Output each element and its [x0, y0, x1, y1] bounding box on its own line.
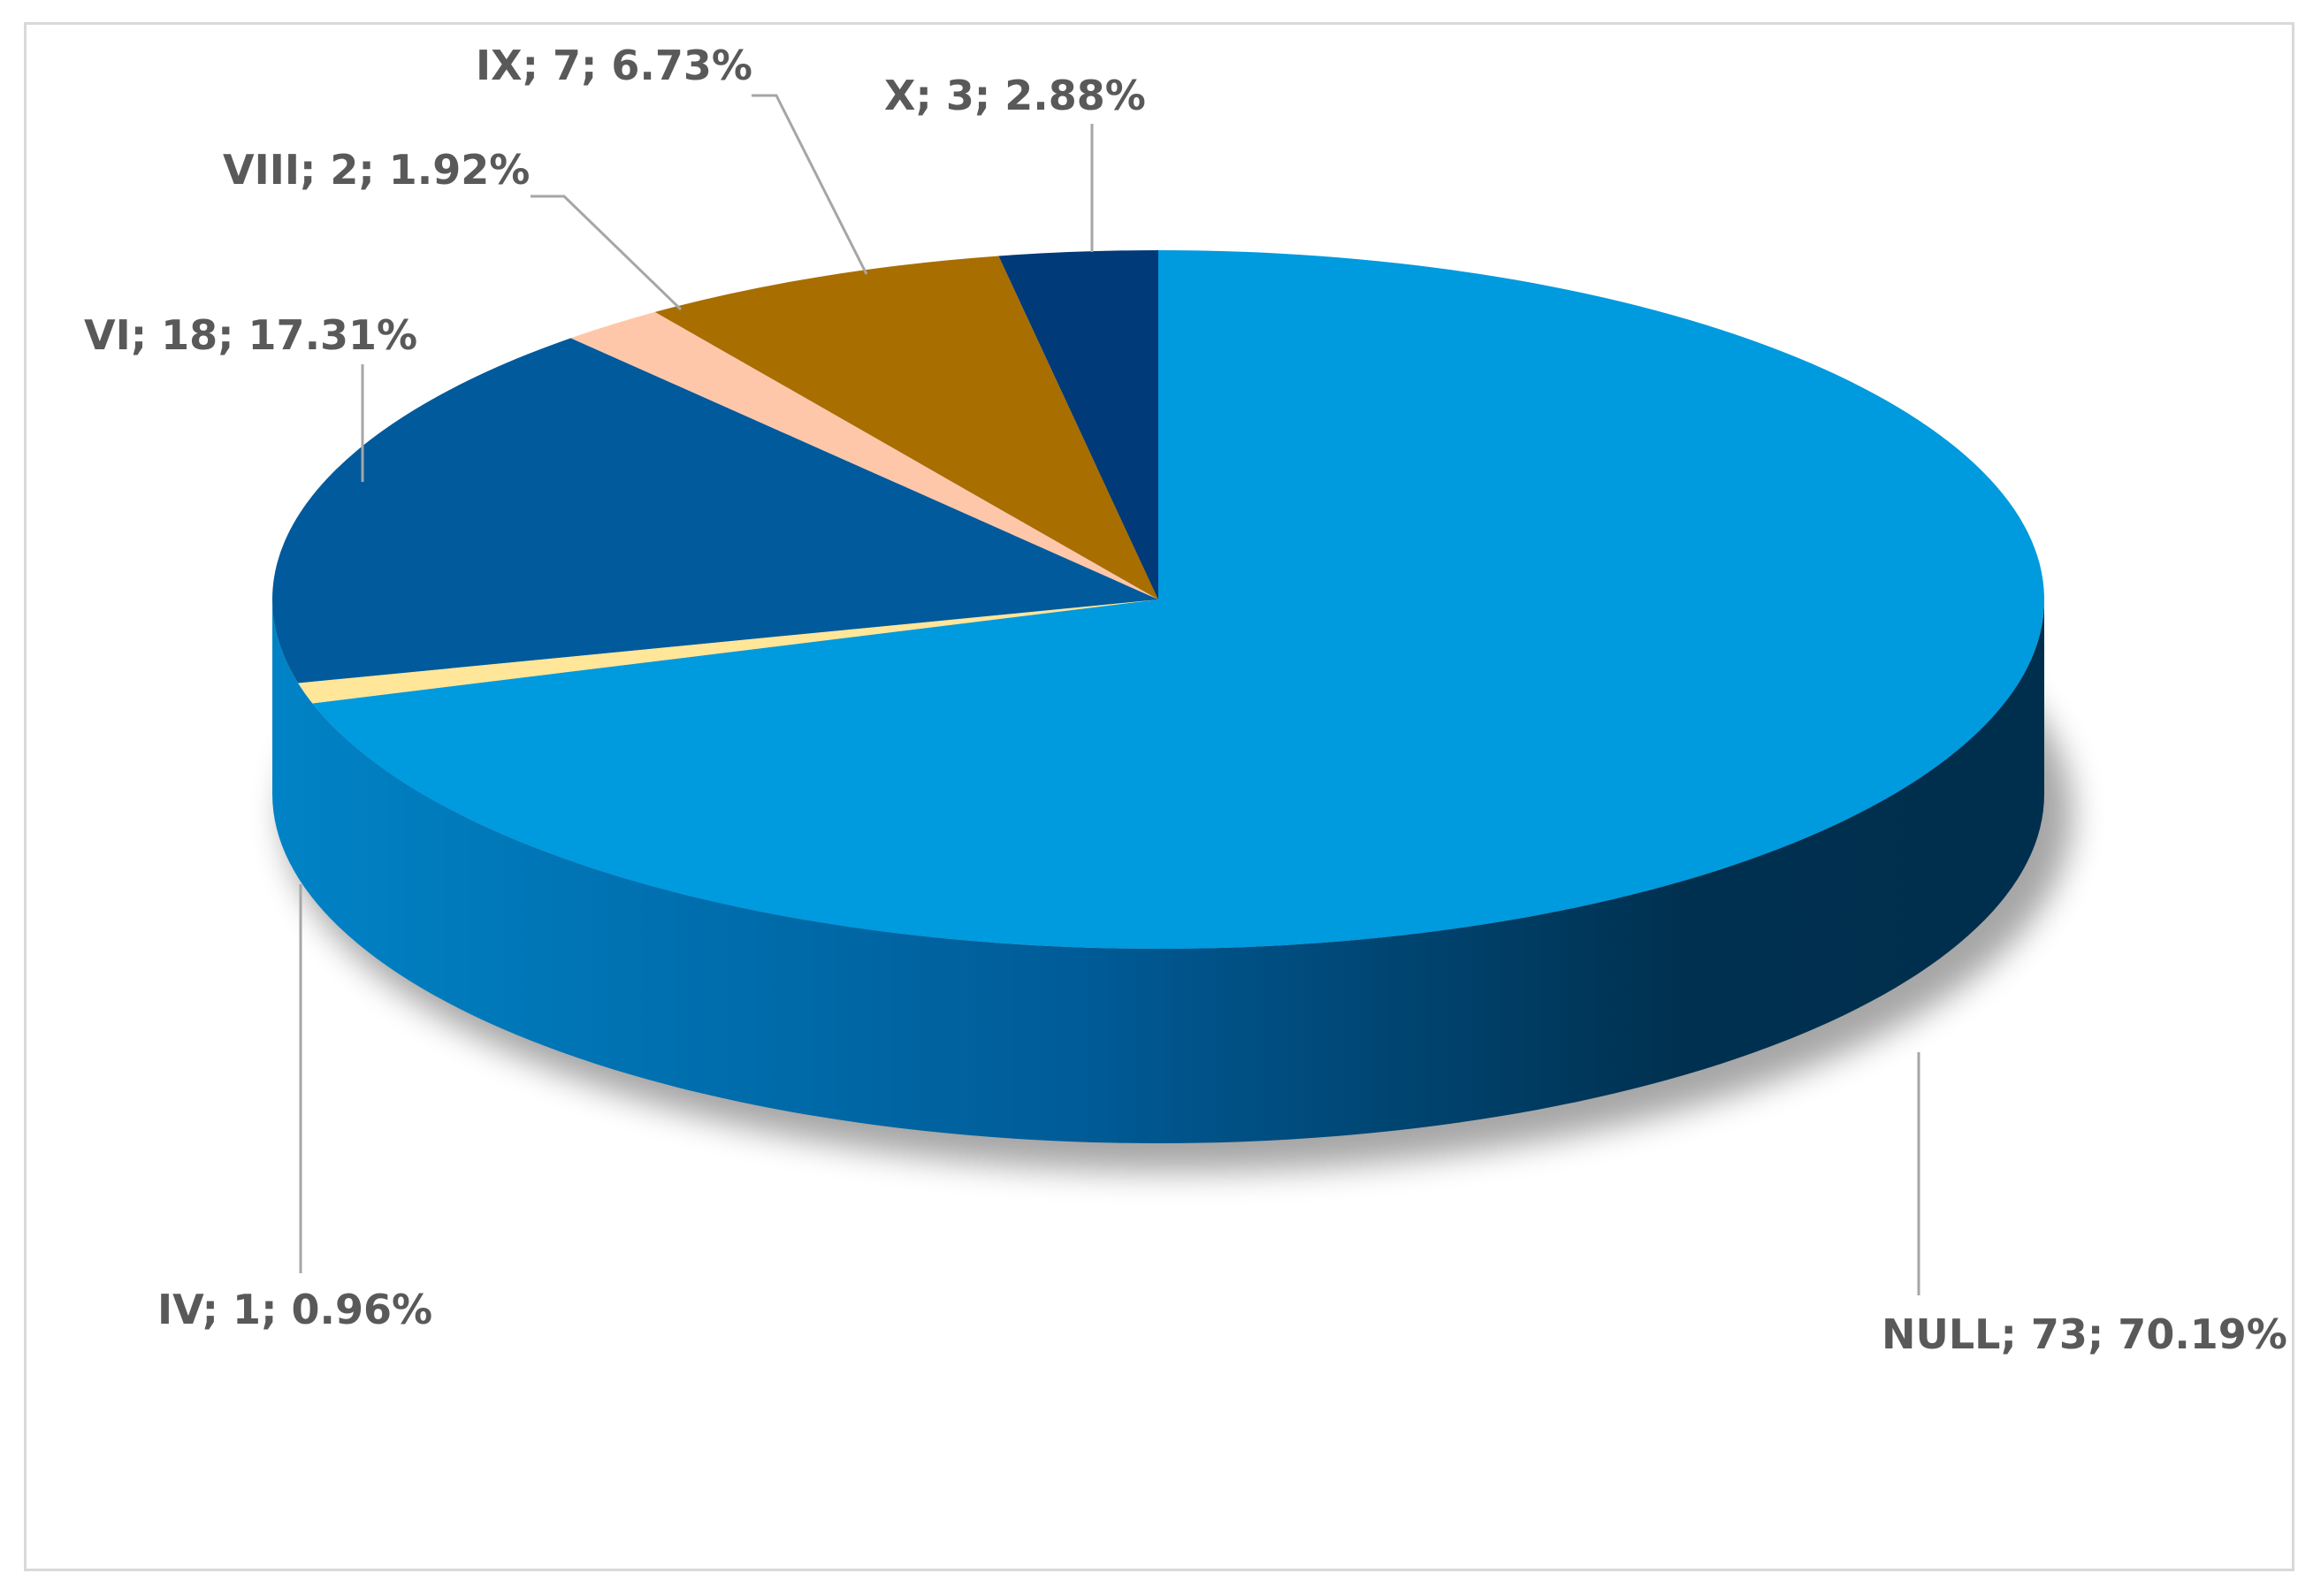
data-label-vi: VI; 18; 17.31% [84, 311, 417, 359]
pie-slice-vi [272, 338, 1158, 683]
pie-slice-iv [298, 599, 1158, 704]
leader-line-viii [531, 195, 683, 311]
data-label-x: X; 3; 2.88% [884, 72, 1146, 119]
pie-slice-null [312, 250, 2044, 950]
data-label-viii: VIII; 2; 1.92% [223, 146, 530, 194]
pie-side-wall [272, 599, 2044, 1143]
data-label-iv: IV; 1; 0.96% [157, 1286, 432, 1333]
pie-data-labels: NULL; 73; 70.19% IV; 1; 0.96% VI; 18; 17.3… [84, 42, 2287, 1358]
pie-slice-x [998, 250, 1158, 599]
data-label-ix: IX; 7; 6.73% [476, 42, 752, 89]
data-label-null: NULL; 73; 70.19% [1882, 1310, 2287, 1358]
pie-slice-viii [570, 311, 1158, 599]
leader-line-ix [752, 94, 868, 275]
side-wall-null [272, 599, 2044, 1143]
pie-slice-ix [654, 256, 1158, 599]
pie-top-face [272, 250, 2044, 950]
